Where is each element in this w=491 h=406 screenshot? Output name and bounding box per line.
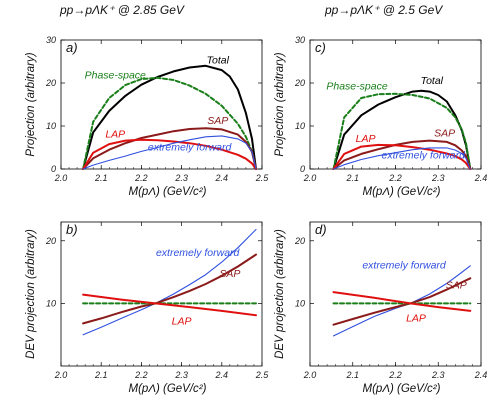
series-label: extremely forward [148, 142, 233, 154]
y-tick-label: 0 [51, 164, 56, 174]
y-tick-label: 10 [295, 121, 305, 131]
series-sap [82, 253, 257, 325]
series-sap [332, 139, 472, 170]
x-tick-label: 2.2 [388, 173, 402, 183]
x-tick-label: 2.2 [134, 370, 148, 380]
y-axis-label: DEV projection (arbitrary) [25, 229, 37, 359]
series-label: Total [207, 55, 230, 67]
y-tick-label: 10 [46, 298, 56, 308]
y-tick-label: 20 [294, 78, 305, 88]
x-tick-label: 2.4 [215, 370, 229, 380]
x-tick-label: 2.1 [94, 370, 108, 380]
y-tick-label: 0 [300, 164, 305, 174]
panel-b: 2.0 2.1 2.2 2.3 2.4 2.5 10 20 extremely forward S… [25, 221, 270, 395]
y-axis-label: Projection (arbitrary) [25, 52, 37, 156]
y-tick-label: 30 [295, 35, 305, 45]
series-total [82, 64, 257, 170]
x-tick-label: 2.5 [255, 370, 270, 380]
x-tick-label: 2.4 [215, 173, 229, 183]
y-tick-label: 20 [45, 236, 56, 246]
y-tick-label: 20 [45, 78, 56, 88]
series-label: extremely forward [156, 247, 241, 259]
x-tick-label: 2.0 [54, 173, 68, 183]
series-label: LAP [105, 129, 125, 141]
panel-label: d) [315, 222, 327, 237]
x-axis-label: M(pΛ) (GeV/c²) [129, 383, 207, 395]
x-tick-label: 2.2 [388, 370, 402, 380]
series-label: SAP [446, 279, 467, 291]
series-lap [332, 291, 472, 312]
series-label: LAP [356, 133, 376, 145]
right-title: pp→pΛK⁺ @ 2.5 GeV [324, 3, 443, 17]
x-axis-label: M(pΛ) (GeV/c²) [129, 186, 207, 198]
series-extremely-forward [82, 135, 257, 170]
x-tick-label: 2.2 [134, 173, 148, 183]
plot-frame [60, 221, 263, 367]
series-sap [82, 127, 257, 170]
series-phase-space [82, 76, 257, 170]
panel-a: 2.0 2.1 2.2 2.3 2.4 2.5 0 10 20 30 Total Phase-spac… [25, 35, 269, 198]
x-tick-label: 2.0 [54, 370, 68, 380]
y-axis-label: DEV projection (arbitrary) [274, 229, 286, 359]
y-tick-label: 20 [294, 236, 305, 246]
left-title: pp→pΛK⁺ @ 2.85 GeV [59, 3, 185, 17]
x-axis-label: M(pΛ) (GeV/c²) [363, 186, 441, 198]
x-tick-label: 2.4 [474, 173, 488, 183]
panel-label: a) [66, 40, 78, 55]
series-label: Phase-space [326, 80, 387, 92]
series-extremely-forward [332, 265, 471, 337]
series-extremely-forward [82, 228, 257, 336]
series-label: Phase-space [85, 70, 146, 82]
series-label: LAP [406, 313, 426, 325]
x-tick-label: 2.0 [303, 173, 317, 183]
x-tick-label: 2.3 [174, 173, 188, 183]
x-tick-label: 2.4 [474, 370, 488, 380]
panel-label: c) [315, 40, 326, 55]
series-label: Total [421, 75, 444, 87]
plot-frame [309, 221, 482, 367]
y-tick-label: 30 [46, 35, 56, 45]
series-label: SAP [434, 127, 455, 139]
x-tick-label: 2.3 [431, 370, 445, 380]
x-axis-label: M(pΛ) (GeV/c²) [363, 383, 441, 395]
series-label: SAP [207, 115, 228, 127]
x-tick-label: 2.1 [345, 370, 359, 380]
plot-frame [60, 39, 263, 170]
x-tick-label: 2.5 [255, 173, 270, 183]
y-axis-label: Projection (arbitrary) [274, 52, 286, 156]
y-tick-label: 10 [295, 298, 305, 308]
x-tick-label: 2.1 [94, 173, 108, 183]
x-tick-label: 2.3 [174, 370, 188, 380]
series-lap [82, 138, 257, 170]
series-phase-space [332, 92, 472, 170]
series-label: LAP [172, 316, 192, 328]
x-tick-label: 2.1 [345, 173, 359, 183]
panel-label: b) [66, 222, 78, 237]
series-extremely-forward [332, 147, 471, 170]
series-label: extremely forward [382, 150, 467, 162]
panel-d: 2.0 2.1 2.2 2.3 2.4 10 20 extremely forward SAP L… [274, 221, 488, 395]
x-tick-label: 2.0 [303, 370, 317, 380]
y-tick-label: 10 [46, 121, 56, 131]
panel-c: 2.0 2.1 2.2 2.3 2.4 0 10 20 30 Total Phase-space SA… [274, 35, 487, 198]
series-label: extremely forward [362, 259, 447, 271]
series-label: SAP [219, 268, 240, 280]
series-lap [82, 293, 257, 317]
x-tick-label: 2.3 [431, 173, 445, 183]
